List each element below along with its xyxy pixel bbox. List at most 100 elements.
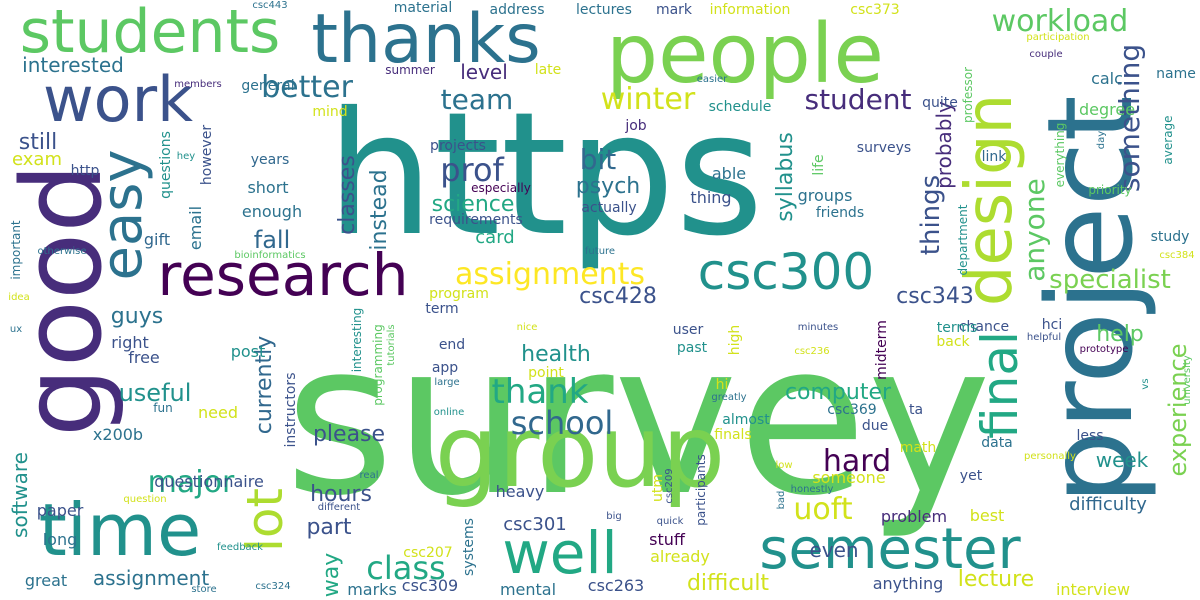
word-free: free (128, 348, 160, 367)
word-question: question (123, 494, 167, 505)
word-csc263: csc263 (587, 576, 645, 595)
word-survey: survey (284, 297, 992, 542)
word-hi: hi (715, 377, 729, 393)
word-information: information (709, 2, 791, 18)
word-science: science (431, 192, 515, 217)
word-address: address (489, 2, 545, 18)
word-department: department (956, 204, 970, 276)
word-better: better (261, 70, 353, 105)
word-group: group (434, 393, 726, 510)
word-stuff: stuff (649, 530, 685, 549)
word-way: way (319, 552, 344, 598)
word-term: term (425, 301, 459, 317)
word-problem: problem (880, 507, 948, 526)
word-instructors: instructors (283, 372, 299, 448)
word-csc384: csc384 (1159, 250, 1195, 261)
word-almost: almost (722, 412, 770, 428)
word-interview: interview (1055, 580, 1131, 599)
word-people: people (606, 7, 884, 102)
word-hard: hard (822, 444, 892, 479)
word-guys: guys (110, 304, 164, 329)
word-anyone: anyone (1018, 178, 1051, 282)
word-idea: idea (8, 292, 30, 303)
word-best: best (969, 506, 1005, 525)
word-participants: participants (694, 454, 708, 526)
word-semester: semester (759, 517, 1021, 582)
word-friends: friends (815, 205, 865, 221)
word-level: level (460, 60, 508, 84)
word-due: due (861, 418, 889, 434)
word-different: different (317, 502, 361, 513)
word-csc209: csc209 (664, 468, 675, 504)
word-hci: hci (1041, 317, 1063, 333)
word-difficulty: difficulty (1069, 494, 1147, 515)
word-members: members (174, 79, 222, 90)
word-research: research (157, 241, 409, 309)
word-csc343: csc343 (896, 284, 974, 309)
word-couple: couple (1029, 49, 1063, 60)
word-user: user (672, 322, 704, 338)
word-post: post (230, 342, 266, 361)
word-help: help (1096, 322, 1144, 347)
word-assignment: assignment (92, 566, 210, 590)
word-otherwise: otherwise (37, 246, 87, 257)
word-material: material (393, 0, 453, 16)
word-nice: nice (516, 322, 538, 333)
word-quick: quick (656, 516, 684, 527)
word-useful: useful (118, 379, 192, 407)
word-thank: thank (491, 372, 589, 412)
word-uoft: uoft (793, 492, 853, 527)
word-job: job (625, 118, 647, 134)
word-study: study (1150, 229, 1190, 245)
word-ux: ux (9, 324, 23, 335)
word-enough: enough (241, 202, 303, 221)
word-major: major (147, 465, 235, 500)
word-easy: easy (90, 149, 155, 281)
word-card: card (475, 227, 515, 248)
word-average: average (1161, 115, 1175, 165)
word-able: able (711, 164, 747, 183)
word-work: work (42, 63, 194, 136)
word-professor: professor (961, 66, 975, 124)
word-important: important (9, 220, 23, 280)
word-minutes: minutes (797, 322, 839, 333)
word-interested: interested (22, 53, 124, 77)
word-past: past (676, 340, 708, 356)
word-high: high (727, 324, 743, 356)
word-csc369: csc369 (827, 402, 877, 418)
word-hey: hey (176, 151, 196, 162)
word-week: week (1095, 448, 1149, 472)
word-vs: vs (1140, 378, 1151, 390)
word-university: university (1182, 355, 1193, 405)
word-probably: probably (932, 101, 956, 189)
word-questions: questions (158, 131, 174, 199)
word-right: right (111, 333, 149, 352)
word-specialist: specialist (1049, 265, 1171, 295)
word-already: already (650, 547, 710, 566)
word-short: short (247, 178, 289, 197)
word-projects: projects (430, 138, 486, 154)
word-hours: hours (310, 482, 372, 507)
word-lectures: lectures (576, 2, 632, 18)
word-surveys: surveys (856, 140, 912, 156)
word-easier: easier (696, 74, 728, 85)
word-time: time (38, 488, 202, 572)
word-terms: terms (936, 320, 978, 336)
word-csc301: csc301 (503, 514, 567, 535)
word-psych: psych (575, 174, 641, 199)
word-still: still (18, 130, 58, 155)
word-long: long (42, 530, 78, 549)
word-online: online (433, 407, 465, 418)
word-greatly: greatly (711, 392, 747, 403)
word-requirements: requirements (429, 212, 523, 228)
word-students: students (19, 0, 281, 67)
word-helpful: helpful (1026, 332, 1062, 343)
word-especially: especially (471, 181, 531, 195)
word-chance: chance (958, 319, 1010, 335)
word-please: please (312, 422, 386, 447)
word-lecture: lecture (957, 567, 1035, 592)
word-participation: participation (1026, 32, 1090, 43)
word-assignments: assignments (454, 257, 646, 292)
word-summer: summer (385, 63, 435, 77)
word-questionnaire: questionnaire (154, 472, 264, 491)
